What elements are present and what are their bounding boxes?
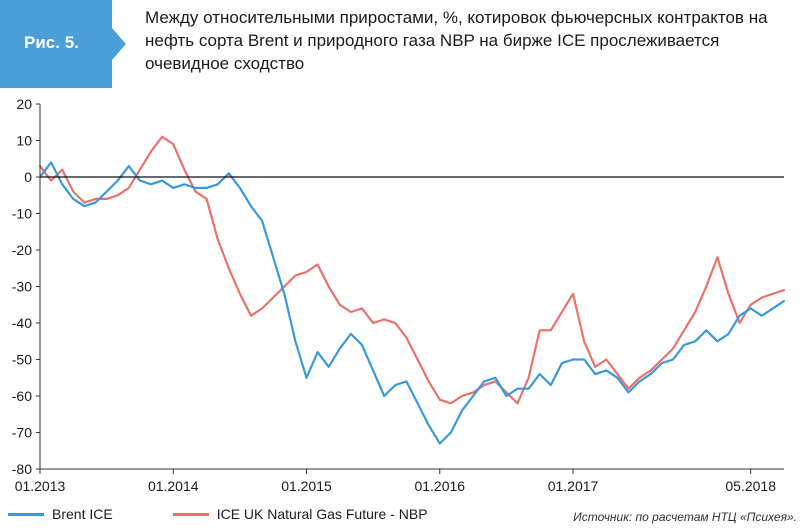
y-tick-label: -30 xyxy=(12,279,32,295)
legend-label-brent: Brent ICE xyxy=(52,506,113,522)
y-axis: 20 10 0 -10 -20 -30 -40 -50 -60 -70 -80 xyxy=(12,96,40,477)
x-tick-label: 01.2016 xyxy=(414,478,465,494)
y-tick-label: -50 xyxy=(12,352,32,368)
figure-title: Между относительными приростами, %, коти… xyxy=(145,8,768,73)
y-tick-label: -60 xyxy=(12,388,32,404)
figure-badge xyxy=(0,0,126,88)
x-tick-label: 01.2014 xyxy=(148,478,199,494)
legend-item-nbp: ICE UK Natural Gas Future - NBP xyxy=(172,506,428,522)
series-line-nbp xyxy=(38,135,786,405)
figure-label: Рис. 5. xyxy=(24,33,79,52)
legend-label-nbp: ICE UK Natural Gas Future - NBP xyxy=(216,506,428,522)
figure-badge-shape xyxy=(0,0,126,88)
x-axis: 01.2013 01.2014 01.2015 01.2016 01.2017 05.20… xyxy=(15,469,776,494)
y-tick-label: 0 xyxy=(24,169,32,185)
source-note: Источник: по расчетам НТЦ «Психея». xyxy=(573,510,797,524)
y-tick-label: -80 xyxy=(12,461,32,477)
legend-swatch-nbp xyxy=(172,512,209,516)
x-tick-label: 01.2013 xyxy=(15,478,66,494)
series-lines xyxy=(38,135,786,445)
y-tick-label: 20 xyxy=(16,96,32,112)
x-tick-label: 05.2018 xyxy=(725,478,776,494)
x-tick-label: 01.2015 xyxy=(281,478,332,494)
y-tick-label: 10 xyxy=(16,133,32,149)
axis-frame xyxy=(39,104,784,470)
x-tick-label: 01.2017 xyxy=(548,478,599,494)
y-tick-label: -10 xyxy=(12,206,32,222)
y-tick-label: -70 xyxy=(12,425,32,441)
legend-swatch-brent xyxy=(8,512,44,516)
series-line-brent xyxy=(38,161,786,445)
y-tick-label: -40 xyxy=(12,315,32,331)
y-tick-label: -20 xyxy=(12,242,32,258)
legend-item-brent: Brent ICE xyxy=(0,506,113,522)
legend: Brent ICE ICE UK Natural Gas Future - NB… xyxy=(0,503,488,525)
